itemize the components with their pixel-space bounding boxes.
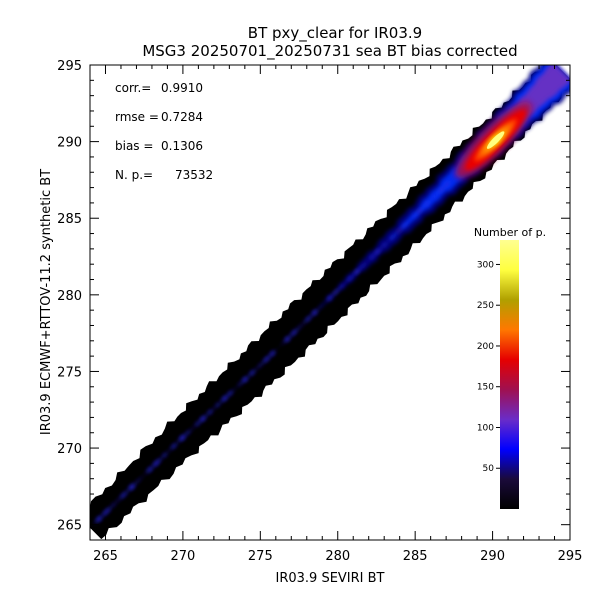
stat-label: N. p.= [115,168,153,182]
x-tick-label: 275 [248,549,273,564]
density-cloud [90,65,570,540]
x-tick-label: 295 [558,549,583,564]
y-tick-label: 285 [57,212,82,227]
y-tick-label: 265 [57,519,82,534]
x-tick-label: 265 [93,549,118,564]
stat-label: corr.= [115,81,151,95]
colorbar-tick-label: 300 [477,260,494,270]
colorbar-tick-label: 200 [477,342,494,352]
colorbar: Number of p. 50 100 150 200 250 300 [474,226,546,509]
x-tick-label: 285 [403,549,428,564]
y-axis: 265 270 275 280 285 290 295 [57,59,570,534]
colorbar-tick-label: 150 [477,383,494,393]
density-purple [90,65,570,528]
y-tick-label: 275 [57,365,82,380]
chart-subtitle: MSG3 20250701_20250731 sea BT bias corre… [142,42,517,61]
colorbar-gradient-bar [500,240,519,509]
chart-title: BT pxy_clear for IR03.9 [248,24,422,43]
stat-value: 0.1306 [161,139,203,153]
plot-frame [89,64,571,541]
y-tick-label: 270 [57,442,82,457]
stat-label: rmse = [115,110,159,124]
y-tick-label: 295 [57,59,82,74]
stat-label: bias = [115,139,153,153]
colorbar-tick-label: 50 [483,464,495,474]
x-axis: 265 270 275 280 285 290 295 [93,65,582,564]
stat-value: 0.7284 [161,110,203,124]
stat-value: 0.9910 [161,81,203,95]
colorbar-title: Number of p. [474,226,546,239]
x-tick-label: 280 [325,549,350,564]
colorbar-tick-label: 250 [477,301,494,311]
density-core-yellow [486,131,505,149]
stats-box: corr.= 0.9910 rmse = 0.7284 bias = 0.1306 N. p… [115,81,213,182]
x-axis-label: IR03.9 SEVIRI BT [276,571,385,586]
x-tick-label: 270 [170,549,195,564]
y-tick-label: 290 [57,136,82,151]
colorbar-tick-label: 100 [477,423,494,433]
y-tick-label: 280 [57,289,82,304]
x-tick-label: 290 [480,549,505,564]
y-axis-label: IR03.9 ECMWF+RTTOV-11.2 synthetic BT [39,169,54,435]
stat-value: 73532 [175,168,213,182]
